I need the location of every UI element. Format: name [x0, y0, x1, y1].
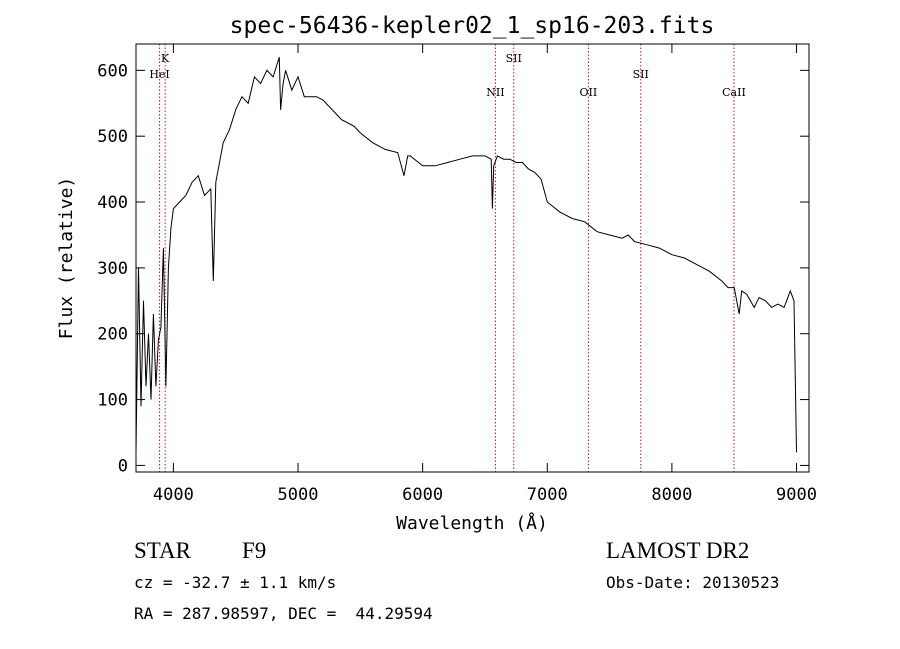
- line-marker-label: OII: [580, 86, 598, 99]
- spectrum-line-group: [135, 57, 797, 453]
- y-tick-label: 0: [118, 456, 128, 476]
- line-marker-label: HeI: [149, 68, 169, 81]
- line-marker-label: NII: [486, 86, 504, 99]
- y-tick-label: 500: [97, 127, 128, 147]
- object-class: STAR: [134, 538, 191, 563]
- y-tick-label: 200: [97, 325, 128, 345]
- x-tick-label: 5000: [278, 485, 319, 505]
- y-tick-label: 600: [97, 61, 128, 81]
- x-tick-label: 7000: [527, 485, 568, 505]
- line-marker-label: K: [161, 52, 170, 65]
- observation-date: Obs-Date: 20130523: [606, 573, 780, 592]
- x-tick-label: 9000: [776, 485, 817, 505]
- y-tick-label: 300: [97, 259, 128, 279]
- x-tick-label: 6000: [402, 485, 443, 505]
- x-tick-label: 8000: [651, 485, 692, 505]
- y-axis-label: Flux (relative): [56, 177, 77, 340]
- y-tick-label: 100: [97, 391, 128, 411]
- plot-frame: [135, 43, 810, 473]
- line-marker-label: SII: [506, 52, 522, 65]
- chart-title: spec-56436-kepler02_1_sp16-203.fits: [230, 13, 715, 39]
- coordinates-text: RA = 287.98597, DEC = 44.29594: [134, 604, 433, 623]
- redshift-text: cz = -32.7 ± 1.1 km/s: [134, 573, 337, 592]
- spectrum-line: [135, 57, 797, 453]
- x-tick-label: 4000: [153, 485, 194, 505]
- emission-line-markers: K HeI SII NII OII SII CaII: [149, 44, 746, 472]
- y-tick-label: 400: [97, 193, 128, 213]
- survey-name: LAMOST DR2: [606, 538, 750, 563]
- axis-ticks: 4000 5000 6000 7000 8000 9000 0 100 200 300 400 500…: [97, 44, 817, 505]
- x-axis-label: Wavelength (Å): [396, 512, 548, 534]
- object-subclass: F9: [242, 538, 267, 563]
- line-marker-label: SII: [633, 68, 649, 81]
- line-marker-label: CaII: [722, 86, 746, 99]
